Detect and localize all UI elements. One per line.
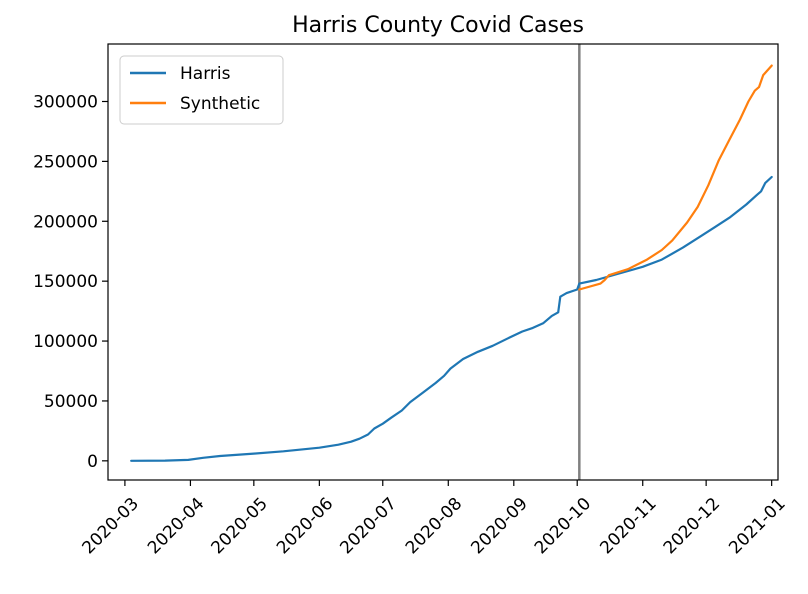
legend-label-synthetic: Synthetic	[180, 94, 260, 114]
x-tick-label: 2020-05	[207, 494, 271, 558]
y-tick-label: 150000	[33, 272, 98, 292]
x-tick-label: 2020-12	[660, 494, 724, 558]
x-tick-label: 2020-10	[531, 494, 595, 558]
series-line-harris	[130, 175, 773, 462]
y-axis: 0 50000 100000 150000 200000 250000 300000	[33, 92, 108, 472]
y-tick-label: 200000	[33, 212, 98, 232]
y-tick-label: 300000	[33, 92, 98, 112]
chart-title: Harris County Covid Cases	[292, 13, 584, 38]
x-tick-label: 2020-08	[402, 494, 466, 558]
y-tick-label: 250000	[33, 152, 98, 172]
x-tick-label: 2020-06	[273, 494, 337, 558]
x-tick-label: 2020-07	[336, 494, 400, 558]
plot-area	[130, 44, 773, 480]
x-tick-label: 2020-04	[144, 494, 208, 558]
x-tick-label: 2020-03	[79, 494, 143, 558]
y-tick-label: 0	[87, 452, 98, 472]
legend-label-harris: Harris	[180, 64, 231, 84]
y-tick-label: 50000	[44, 392, 98, 412]
plot-frame	[107, 43, 779, 481]
series-line-synthetic	[578, 64, 773, 291]
x-tick-label: 2021-01	[725, 494, 789, 558]
x-axis: 2020-03 2020-04 2020-05 2020-06 2020-07 2020-…	[79, 480, 790, 558]
legend: Harris Synthetic	[119, 55, 284, 125]
y-tick-label: 100000	[33, 332, 98, 352]
x-tick-label: 2020-11	[596, 494, 660, 558]
x-tick-label: 2020-09	[467, 494, 531, 558]
